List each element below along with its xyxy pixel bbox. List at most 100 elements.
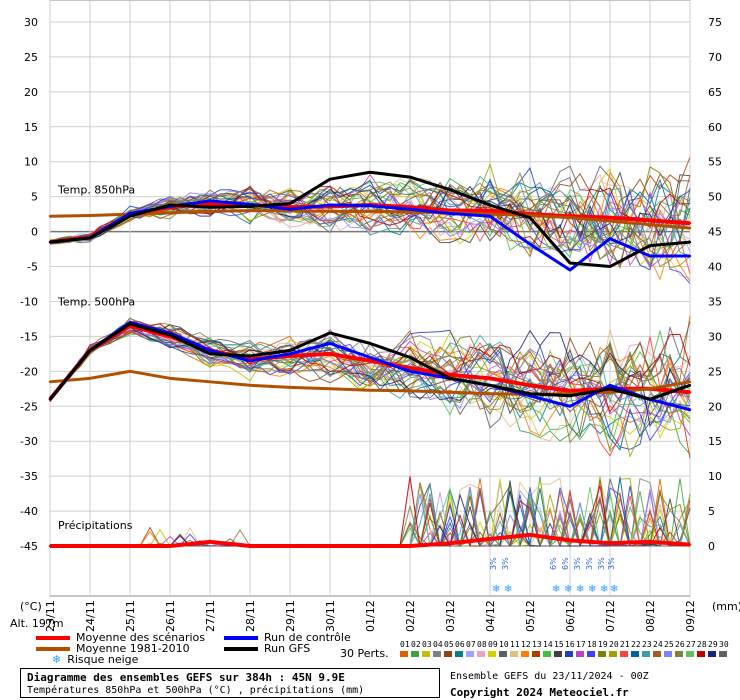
- series-point: [168, 333, 172, 337]
- series-point: [208, 210, 212, 213]
- perturbation-number: 16: [565, 640, 575, 649]
- snowflake-icon: ❄: [504, 584, 512, 595]
- series-point: [248, 209, 252, 212]
- series-point: [368, 388, 372, 392]
- section-label: Précipitations: [58, 519, 133, 532]
- snowflake-icon: ❄: [564, 584, 572, 595]
- date-label: 26/11: [164, 600, 177, 632]
- left-tick-label: -40: [20, 505, 38, 518]
- run-info: Ensemble GEFS du 23/11/2024 - 00Z: [450, 671, 649, 682]
- perturbation-number: 04: [433, 640, 443, 649]
- left-tick-label: 0: [31, 226, 38, 239]
- series-point: [248, 544, 252, 548]
- series-point: [608, 542, 612, 545]
- series-point: [648, 244, 652, 247]
- title-box: Diagramme des ensembles GEFS sur 384h : …: [20, 668, 440, 698]
- series-point: [48, 544, 52, 548]
- series-point: [688, 226, 692, 230]
- date-label: 05/12: [524, 600, 537, 632]
- date-label: 03/12: [444, 600, 457, 632]
- right-tick-label: 35: [708, 295, 722, 308]
- chart-subtitle: Températures 850hPa et 500hPa (°C) , pré…: [27, 685, 365, 696]
- series-point: [568, 405, 572, 408]
- perturbation-number: 23: [642, 640, 652, 649]
- perturbation-number: 29: [708, 640, 718, 649]
- right-tick-label: 5: [708, 505, 715, 518]
- series-point: [648, 540, 652, 544]
- series-point: [328, 210, 332, 213]
- series-point: [408, 175, 412, 179]
- series-point: [128, 544, 132, 548]
- series-point: [208, 540, 212, 544]
- snow-risk-label: 3%: [607, 557, 616, 570]
- series-point: [248, 384, 252, 387]
- perturbation-swatch: [411, 651, 419, 657]
- perturbation-swatch: [433, 651, 441, 657]
- legend-snow-label: Risque neige: [67, 653, 139, 666]
- series-point: [48, 240, 52, 244]
- snowflake-icon: ❄: [588, 584, 596, 595]
- series-point: [168, 377, 172, 380]
- right-tick-label: 25: [708, 365, 722, 378]
- date-label: 28/11: [244, 600, 257, 632]
- series-point: [128, 212, 132, 215]
- series-point: [648, 223, 652, 226]
- series-point: [448, 373, 452, 377]
- perturbation-swatch: [697, 651, 705, 657]
- clim-swatch: [36, 647, 70, 651]
- perturbation-swatch: [565, 651, 573, 657]
- perturbation-swatch: [422, 651, 430, 657]
- section-label: Temp. 500hPa: [57, 295, 135, 308]
- perturbation-swatch: [708, 651, 716, 657]
- perturbation-number: 13: [532, 640, 542, 649]
- perturbation-swatch: [400, 651, 408, 657]
- series-point: [248, 354, 252, 358]
- series-point: [48, 398, 52, 401]
- series-point: [488, 392, 492, 395]
- series-point: [328, 544, 332, 548]
- series-point: [608, 387, 612, 390]
- perturbation-swatch: [477, 651, 485, 657]
- legend-clim: Moyenne 1981-2010: [36, 642, 190, 655]
- legend-perts-label: 30 Perts.: [340, 647, 389, 660]
- perturbation-number: 07: [466, 640, 476, 649]
- series-point: [368, 356, 372, 359]
- perturbation-number: 02: [411, 640, 421, 649]
- perturbation-swatch: [532, 651, 540, 657]
- series-point: [648, 254, 652, 258]
- snow-risk-label: 3%: [501, 557, 510, 570]
- series-point: [128, 322, 132, 326]
- series-point: [328, 342, 332, 345]
- perturbation-number: 11: [510, 640, 520, 649]
- series-point: [88, 349, 92, 352]
- series-point: [128, 215, 132, 218]
- perturbation-number: 05: [444, 640, 454, 649]
- series-point: [88, 544, 92, 548]
- series-point: [488, 537, 492, 541]
- perturbation-number: 22: [631, 640, 641, 649]
- series-point: [648, 387, 652, 390]
- ensemble-member-line: [49, 188, 691, 252]
- series-point: [408, 208, 412, 211]
- right-tick-label: 65: [708, 86, 722, 99]
- main-series: [48, 170, 692, 548]
- perturbation-swatch: [499, 651, 507, 657]
- snow-risk-label: 3%: [573, 557, 582, 570]
- date-label: 07/12: [604, 600, 617, 632]
- right-tick-label: 0: [708, 540, 715, 553]
- legend-mean-label: Moyenne des scénarios: [76, 631, 205, 644]
- legend-clim-label: Moyenne 1981-2010: [76, 642, 190, 655]
- perturbation-number: 19: [598, 640, 608, 649]
- left-tick-label: -10: [20, 295, 38, 308]
- series-point: [528, 533, 532, 537]
- series-point: [208, 205, 212, 209]
- chart-grid: [49, 0, 691, 597]
- perturbation-number: 14: [543, 640, 553, 649]
- series-point: [48, 380, 52, 384]
- series-point: [448, 542, 452, 545]
- series-point: [368, 342, 372, 345]
- series-point: [688, 391, 692, 394]
- date-label: 24/11: [84, 600, 97, 632]
- right-tick-label: 50: [708, 191, 722, 204]
- perturbation-swatch: [488, 651, 496, 657]
